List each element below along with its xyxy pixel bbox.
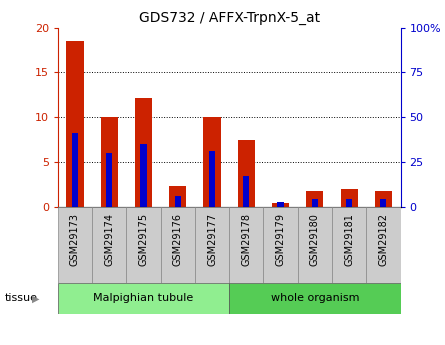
Text: GSM29174: GSM29174 [104,213,114,266]
Bar [72,134,78,207]
Text: tissue: tissue [4,294,37,303]
Bar [340,189,358,207]
Bar [278,201,283,207]
Bar [263,207,298,283]
Bar [229,283,400,314]
Bar [92,207,126,283]
Text: GSM29175: GSM29175 [138,213,149,266]
Bar [332,207,366,283]
Bar [238,140,255,207]
Bar [126,207,161,283]
Text: Malpighian tubule: Malpighian tubule [93,294,194,303]
Bar [298,207,332,283]
Bar [229,207,263,283]
Bar [161,207,195,283]
Bar [195,207,229,283]
Bar [175,196,181,207]
Bar [346,199,352,207]
Text: GSM29179: GSM29179 [275,213,286,266]
Bar [101,117,118,207]
Bar [366,207,400,283]
Bar [375,191,392,207]
Bar [272,203,289,207]
Bar [203,117,221,207]
Bar [58,283,229,314]
Bar [106,153,112,207]
Bar [66,41,84,207]
Bar [135,98,152,207]
Bar [169,186,186,207]
Text: GSM29176: GSM29176 [173,213,183,266]
Bar [141,144,146,207]
Bar [243,176,249,207]
Text: GSM29177: GSM29177 [207,213,217,266]
Bar [209,151,215,207]
Text: GSM29180: GSM29180 [310,213,320,266]
Bar [380,199,386,207]
Text: whole organism: whole organism [271,294,359,303]
Bar [312,199,318,207]
Bar [306,191,324,207]
Text: GSM29173: GSM29173 [70,213,80,266]
Text: GSM29182: GSM29182 [378,213,388,266]
Text: ▶: ▶ [32,294,40,303]
Bar [58,207,92,283]
Text: GSM29178: GSM29178 [241,213,251,266]
Text: GSM29181: GSM29181 [344,213,354,266]
Title: GDS732 / AFFX-TrpnX-5_at: GDS732 / AFFX-TrpnX-5_at [138,11,320,25]
